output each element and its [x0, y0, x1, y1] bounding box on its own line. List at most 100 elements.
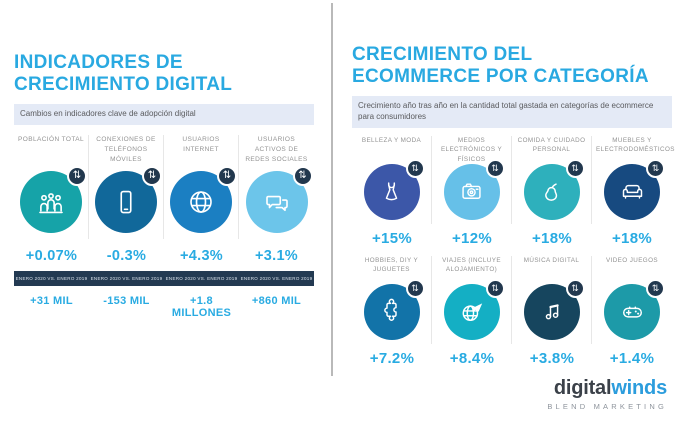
indicator-poblacion-total: POBLACIÓN TOTAL ⇅	[14, 134, 89, 264]
category-label: MUEBLES Y ELECTRODOMÉSTICOS	[596, 136, 675, 154]
category-circle: ⇅	[443, 158, 505, 220]
category-grid: BELLEZA Y MODA ⇅ +15%	[352, 135, 675, 367]
category-label: MÚSICA DIGITAL	[523, 256, 580, 264]
indicator-values-row: +31 MIL -153 MIL +1.8 MILLONES +860 MIL	[14, 295, 314, 319]
camera-icon	[458, 178, 485, 205]
up-down-arrows-badge: ⇅	[485, 158, 505, 178]
up-down-arrows-badge: ⇅	[405, 158, 425, 178]
category-percent: +7.2%	[369, 349, 415, 367]
indicator-label: USUARIOS INTERNET	[182, 135, 220, 153]
comparison-period-bar: ENERO 2020 VS. ENERO 2019 ENERO 2020 VS.…	[14, 270, 314, 286]
indicator-percent: +0.07%	[25, 247, 78, 264]
indicator-circle: ⇅	[170, 165, 237, 233]
indicator-percent: +4.3%	[179, 247, 224, 264]
category-comida-cuidado: COMIDA Y CUIDADO PERSONAL ⇅ +18%	[512, 135, 592, 247]
category-circle: ⇅	[363, 158, 425, 220]
left-section-subtitle: Cambios en indicadores clave de adopción…	[14, 104, 314, 125]
left-section-title: INDICADORES DE CRECIMIENTO DIGITAL	[14, 52, 314, 96]
indicator-columns: POBLACIÓN TOTAL ⇅	[14, 134, 314, 264]
digitalwinds-logo: digitalwinds BLEND MARKETING	[547, 377, 667, 411]
category-label: VIDEO JUEGOS	[605, 256, 659, 264]
category-viajes: VIAJES (INCLUYE ALOJAMIENTO) ⇅	[432, 255, 512, 367]
category-label: BELLEZA Y MODA	[361, 136, 422, 144]
logo-tagline: BLEND MARKETING	[547, 402, 667, 411]
logo-part-winds: winds	[611, 377, 667, 399]
category-medios-electronicos: MEDIOS ELECTRÓNICOS Y FÍSICOS	[432, 135, 512, 247]
category-percent: +15%	[372, 229, 412, 247]
sofa-icon	[619, 178, 646, 205]
period-label: ENERO 2020 VS. ENERO 2019	[90, 275, 163, 281]
indicator-percent: +3.1%	[254, 247, 299, 264]
indicator-redes-sociales: USUARIOS ACTIVOS DE REDES SOCIALES ⇅ +3.…	[239, 135, 314, 264]
category-circle: ⇅	[604, 278, 665, 340]
right-title-line2: ECOMMERCE POR CATEGORÍA	[352, 66, 649, 88]
category-circle: ⇅	[363, 278, 425, 340]
indicator-circle: ⇅	[245, 165, 313, 233]
category-percent: +8.4%	[449, 349, 495, 367]
indicator-value: -153 MIL	[103, 294, 150, 307]
right-section-title: CRECIMIENTO DEL ECOMMERCE POR CATEGORÍA	[352, 44, 672, 88]
category-circle: ⇅	[443, 278, 505, 340]
indicator-percent: -0.3%	[106, 247, 147, 264]
right-title-line1: CRECIMIENTO DEL	[352, 44, 533, 65]
vertical-divider	[331, 3, 333, 376]
chat-bubbles-icon	[262, 187, 292, 217]
category-label: COMIDA Y CUIDADO PERSONAL	[517, 136, 586, 154]
category-musica-digital: MÚSICA DIGITAL ⇅	[512, 255, 592, 367]
indicator-circle: ⇅	[95, 165, 162, 233]
category-video-juegos: VIDEO JUEGOS ⇅	[592, 256, 672, 367]
people-icon	[36, 187, 66, 217]
indicator-value: +860 MIL	[251, 294, 302, 307]
phone-icon	[111, 187, 141, 217]
category-percent: +3.8%	[529, 349, 575, 367]
digital-growth-section: INDICADORES DE CRECIMIENTO DIGITAL Cambi…	[14, 52, 314, 319]
category-row-2: HOBBIES, DIY Y JUGUETES ⇅ +7.2%	[352, 255, 672, 367]
indicator-label: USUARIOS ACTIVOS DE REDES SOCIALES	[245, 135, 308, 163]
globe-icon	[186, 187, 216, 217]
up-down-arrows-badge: ⇅	[405, 278, 425, 298]
category-row-1: BELLEZA Y MODA ⇅ +15%	[352, 135, 675, 247]
category-label: VIAJES (INCLUYE ALOJAMIENTO)	[442, 256, 501, 274]
left-title-line1: INDICADORES DE	[14, 52, 183, 73]
category-circle: ⇅	[604, 158, 665, 220]
logo-part-digital: digital	[553, 377, 612, 399]
ecommerce-growth-section: CRECIMIENTO DEL ECOMMERCE POR CATEGORÍA …	[352, 44, 675, 367]
indicator-value: +1.8 MILLONES	[171, 294, 232, 319]
category-percent: +18%	[532, 229, 572, 247]
indicator-circle: ⇅	[20, 165, 87, 233]
up-down-arrows-badge: ⇅	[565, 278, 585, 298]
period-label: ENERO 2020 VS. ENERO 2019	[165, 275, 238, 281]
up-down-arrows-badge: ⇅	[565, 158, 585, 178]
up-down-arrows-badge: ⇅	[217, 165, 237, 186]
up-down-arrows-badge: ⇅	[485, 278, 505, 298]
indicator-value: +31 MIL	[30, 294, 73, 307]
category-label: HOBBIES, DIY Y JUGUETES	[364, 256, 419, 274]
indicator-usuarios-internet: USUARIOS INTERNET ⇅ +4.3%	[164, 134, 239, 264]
category-muebles-electrodomesticos: MUEBLES Y ELECTRODOMÉSTICOS ⇅	[592, 136, 675, 247]
period-label: ENERO 2020 VS. ENERO 2019	[240, 275, 313, 281]
indicator-label: POBLACIÓN TOTAL	[18, 135, 84, 143]
category-circle: ⇅	[523, 158, 585, 220]
up-down-arrows-badge: ⇅	[142, 165, 162, 186]
category-label: MEDIOS ELECTRÓNICOS Y FÍSICOS	[440, 136, 503, 164]
up-down-arrows-badge: ⇅	[646, 158, 665, 178]
left-title-line2: CRECIMIENTO DIGITAL	[14, 74, 233, 96]
music-note-icon	[538, 298, 565, 325]
gamepad-icon	[619, 298, 646, 325]
up-down-arrows-badge: ⇅	[292, 165, 313, 186]
dress-icon	[378, 178, 405, 205]
up-down-arrows-badge: ⇅	[67, 165, 87, 186]
category-circle: ⇅	[523, 278, 585, 340]
indicator-conexiones-moviles: CONEXIONES DE TELÉFONOS MÓVILES ⇅ -0.3%	[89, 134, 164, 264]
puzzle-icon	[378, 298, 405, 325]
category-percent: +18%	[612, 229, 652, 247]
category-percent: +12%	[452, 229, 492, 247]
logo-wordmark: digitalwinds	[547, 377, 667, 400]
indicator-label: CONEXIONES DE TELÉFONOS MÓVILES	[96, 135, 156, 163]
category-belleza-moda: BELLEZA Y MODA ⇅ +15%	[352, 135, 432, 247]
category-hobbies-juguetes: HOBBIES, DIY Y JUGUETES ⇅ +7.2%	[352, 255, 432, 367]
right-section-subtitle: Crecimiento año tras año en la cantidad …	[352, 96, 672, 128]
category-percent: +1.4%	[609, 349, 655, 367]
period-label: ENERO 2020 VS. ENERO 2019	[15, 275, 88, 281]
